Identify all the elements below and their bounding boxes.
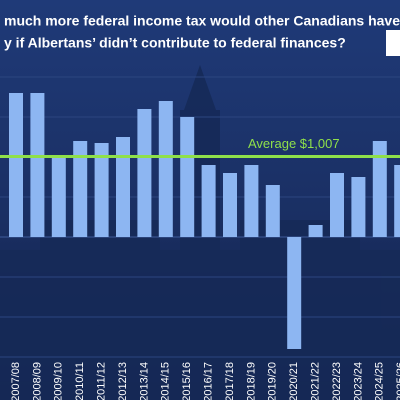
- x-tick-label: 2025/26: [395, 362, 400, 400]
- average-label: Average $1,007: [248, 136, 340, 151]
- chart-title: y if Albertans’ didn’t contribute to fed…: [4, 35, 346, 51]
- bar: [30, 93, 45, 237]
- bar: [287, 237, 302, 349]
- x-tick-label: 2019/20: [267, 362, 279, 400]
- bar: [116, 137, 130, 237]
- bar: [265, 185, 280, 237]
- x-tick-label: 2013/14: [138, 362, 150, 400]
- x-tick-label: 2020/21: [288, 362, 300, 400]
- bar: [9, 93, 23, 237]
- bar: [94, 143, 109, 237]
- x-tick-label: 2017/18: [224, 362, 236, 400]
- x-tick-label: 2018/19: [245, 362, 257, 400]
- x-tick-label: 2022/23: [331, 362, 343, 400]
- bar: [137, 109, 152, 237]
- x-tick-label: 2010/11: [74, 362, 86, 400]
- grid: [0, 76, 400, 358]
- bar: [372, 141, 387, 237]
- bar: [201, 165, 216, 237]
- x-tick-label: 2016/17: [203, 362, 215, 400]
- x-tick-label: 2008/09: [31, 362, 43, 400]
- bar: [51, 157, 66, 237]
- logo: [386, 30, 400, 56]
- x-tick-label: 2015/16: [181, 362, 193, 400]
- bar: [180, 117, 195, 237]
- bar: [158, 101, 173, 237]
- x-tick-label: 2012/13: [117, 362, 129, 400]
- bar: [308, 225, 323, 237]
- bar: [351, 177, 366, 237]
- bar: [394, 165, 400, 237]
- x-tick-label: 2007/08: [10, 362, 22, 400]
- bar: [223, 173, 237, 237]
- x-tick-label: 2024/25: [374, 362, 386, 400]
- bar: [73, 141, 88, 237]
- x-tick-label: 2011/12: [96, 362, 108, 400]
- x-tick-label: 2009/10: [53, 362, 65, 400]
- x-tick-label: 2023/24: [352, 362, 364, 400]
- chart-title: much more federal income tax would other…: [4, 13, 400, 29]
- x-tick-label: 2021/22: [310, 362, 322, 400]
- bar: [244, 165, 259, 237]
- x-tick-label: 2014/15: [160, 362, 172, 400]
- bar: [330, 173, 344, 237]
